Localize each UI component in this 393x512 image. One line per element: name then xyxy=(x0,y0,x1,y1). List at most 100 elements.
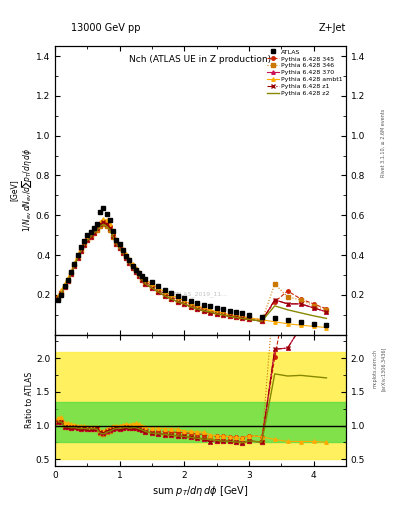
Pythia 6.428 z2 xyxy=(92,230,96,236)
ATLAS xyxy=(56,297,61,303)
Pythia 6.428 346 xyxy=(130,265,135,271)
Pythia 6.428 345 xyxy=(117,243,122,249)
Pythia 6.428 z1 xyxy=(98,221,103,227)
Pythia 6.428 z1 xyxy=(227,313,232,319)
Text: 13000 GeV pp: 13000 GeV pp xyxy=(71,23,140,33)
Pythia 6.428 ambt1 xyxy=(124,251,129,257)
Pythia 6.428 370 xyxy=(62,284,67,290)
Pythia 6.428 z1 xyxy=(82,242,86,248)
Pythia 6.428 z1 xyxy=(95,225,99,231)
ATLAS xyxy=(88,229,93,236)
Pythia 6.428 370 xyxy=(150,285,154,291)
Pythia 6.428 346 xyxy=(88,234,93,240)
Pythia 6.428 ambt1 xyxy=(143,277,148,283)
Pythia 6.428 345 xyxy=(127,258,132,264)
Pythia 6.428 z1 xyxy=(143,281,148,287)
Pythia 6.428 z2 xyxy=(117,245,122,251)
Pythia 6.428 ambt1 xyxy=(227,312,232,318)
Pythia 6.428 ambt1 xyxy=(311,323,316,329)
Pythia 6.428 346 xyxy=(285,294,290,300)
ATLAS xyxy=(62,283,67,289)
Pythia 6.428 z2 xyxy=(195,306,200,312)
Pythia 6.428 z1 xyxy=(137,273,141,279)
ATLAS xyxy=(175,293,180,299)
ATLAS xyxy=(163,287,167,293)
Pythia 6.428 345 xyxy=(214,309,219,315)
Pythia 6.428 346 xyxy=(108,227,112,233)
Pythia 6.428 ambt1 xyxy=(105,217,109,223)
ATLAS xyxy=(59,292,64,298)
ATLAS xyxy=(66,277,70,283)
Pythia 6.428 346 xyxy=(66,278,70,284)
Pythia 6.428 370 xyxy=(175,299,180,305)
Pythia 6.428 z2 xyxy=(311,313,316,319)
Pythia 6.428 ambt1 xyxy=(117,241,122,247)
Pythia 6.428 345 xyxy=(188,302,193,308)
Pythia 6.428 z1 xyxy=(311,305,316,311)
Pythia 6.428 370 xyxy=(75,255,80,261)
Pythia 6.428 z1 xyxy=(233,314,238,321)
ATLAS xyxy=(121,247,125,253)
Pythia 6.428 346 xyxy=(163,293,167,299)
ATLAS xyxy=(82,238,86,244)
Pythia 6.428 ambt1 xyxy=(69,268,73,274)
Pythia 6.428 z2 xyxy=(140,277,145,283)
ATLAS xyxy=(169,290,174,296)
Line: Pythia 6.428 370: Pythia 6.428 370 xyxy=(57,221,328,323)
Pythia 6.428 z1 xyxy=(124,255,129,261)
Pythia 6.428 z1 xyxy=(188,304,193,310)
Pythia 6.428 z2 xyxy=(298,310,303,316)
ATLAS xyxy=(114,237,119,243)
Pythia 6.428 345 xyxy=(130,263,135,269)
Pythia 6.428 345 xyxy=(121,248,125,254)
Pythia 6.428 346 xyxy=(227,313,232,319)
Pythia 6.428 370 xyxy=(208,310,213,316)
Pythia 6.428 370 xyxy=(169,296,174,302)
Pythia 6.428 ambt1 xyxy=(163,289,167,295)
Pythia 6.428 z1 xyxy=(150,285,154,291)
Pythia 6.428 345 xyxy=(111,231,116,237)
Pythia 6.428 ambt1 xyxy=(111,229,116,236)
Pythia 6.428 370 xyxy=(108,225,112,231)
Pythia 6.428 345 xyxy=(56,294,61,300)
Pythia 6.428 370 xyxy=(127,260,132,266)
Pythia 6.428 ambt1 xyxy=(98,219,103,225)
Pythia 6.428 ambt1 xyxy=(208,307,213,313)
Pythia 6.428 370 xyxy=(272,297,277,303)
Pythia 6.428 z1 xyxy=(121,250,125,256)
ATLAS xyxy=(188,298,193,304)
ATLAS xyxy=(111,228,116,234)
Pythia 6.428 z1 xyxy=(163,293,167,299)
Pythia 6.428 ambt1 xyxy=(134,265,138,271)
Pythia 6.428 370 xyxy=(111,233,116,239)
Pythia 6.428 ambt1 xyxy=(85,234,90,240)
Pythia 6.428 370 xyxy=(188,304,193,310)
Pythia 6.428 z2 xyxy=(227,313,232,319)
Pythia 6.428 345 xyxy=(163,291,167,297)
Pythia 6.428 345 xyxy=(124,253,129,259)
Pythia 6.428 345 xyxy=(62,283,67,289)
Pythia 6.428 346 xyxy=(298,297,303,303)
Pythia 6.428 z1 xyxy=(298,301,303,307)
Pythia 6.428 z1 xyxy=(156,289,161,295)
Pythia 6.428 z2 xyxy=(56,295,61,301)
Pythia 6.428 346 xyxy=(188,304,193,310)
Pythia 6.428 345 xyxy=(195,304,200,310)
Pythia 6.428 346 xyxy=(101,221,106,227)
Pythia 6.428 346 xyxy=(75,255,80,261)
Pythia 6.428 346 xyxy=(98,223,103,229)
ATLAS xyxy=(79,244,83,250)
Pythia 6.428 z1 xyxy=(272,297,277,303)
Pythia 6.428 370 xyxy=(95,225,99,231)
Text: ATLAS_2019_11...: ATLAS_2019_11... xyxy=(173,291,228,297)
Pythia 6.428 z1 xyxy=(69,271,73,277)
Pythia 6.428 z2 xyxy=(130,265,135,271)
Pythia 6.428 346 xyxy=(246,316,251,323)
Pythia 6.428 z2 xyxy=(69,271,73,277)
Pythia 6.428 ambt1 xyxy=(201,305,206,311)
Pythia 6.428 z2 xyxy=(169,296,174,302)
Text: Nch (ATLAS UE in Z production): Nch (ATLAS UE in Z production) xyxy=(129,55,272,63)
Pythia 6.428 z1 xyxy=(259,318,264,324)
Pythia 6.428 z2 xyxy=(175,299,180,305)
Pythia 6.428 370 xyxy=(201,308,206,314)
